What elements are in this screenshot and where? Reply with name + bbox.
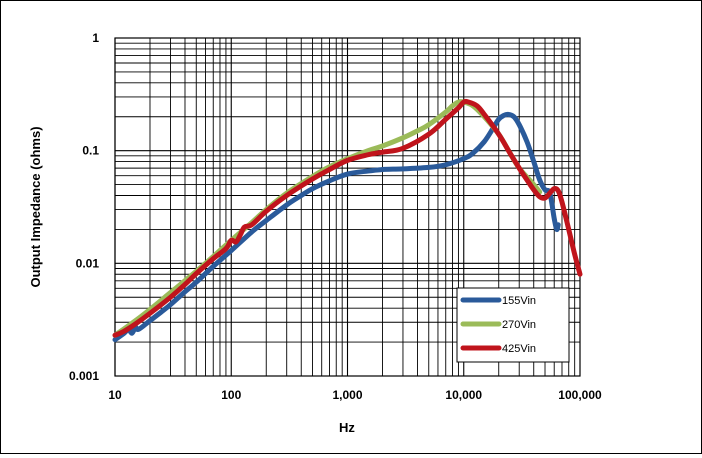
y-tick-label: 0.1 xyxy=(82,144,99,158)
x-tick-label: 100 xyxy=(221,388,241,402)
plot-area-border xyxy=(114,37,581,377)
x-axis-title: Hz xyxy=(339,420,355,435)
legend-label: 425Vin xyxy=(502,343,536,355)
series-line-155vin xyxy=(112,111,561,343)
legend-label: 270Vin xyxy=(502,319,536,331)
series-line-425vin xyxy=(112,98,583,338)
legend-label: 155Vin xyxy=(502,295,536,307)
x-tick-label: 10,000 xyxy=(445,388,482,402)
series-lines xyxy=(112,98,583,343)
y-tick-label: 0.01 xyxy=(76,256,100,270)
tick-labels: 10 100 1,000 10,000 100,000 0.001 0.01 0.1 1 xyxy=(69,31,602,402)
x-tick-label: 1,000 xyxy=(332,388,362,402)
x-tick-label: 100,000 xyxy=(558,388,602,402)
y-tick-label: 0.001 xyxy=(69,369,99,383)
legend: 155Vin 270Vin 425Vin xyxy=(456,287,570,363)
y-axis-title: Output Impedance (ohms) xyxy=(28,126,43,287)
y-tick-label: 1 xyxy=(92,31,99,45)
x-tick-label: 10 xyxy=(108,388,122,402)
